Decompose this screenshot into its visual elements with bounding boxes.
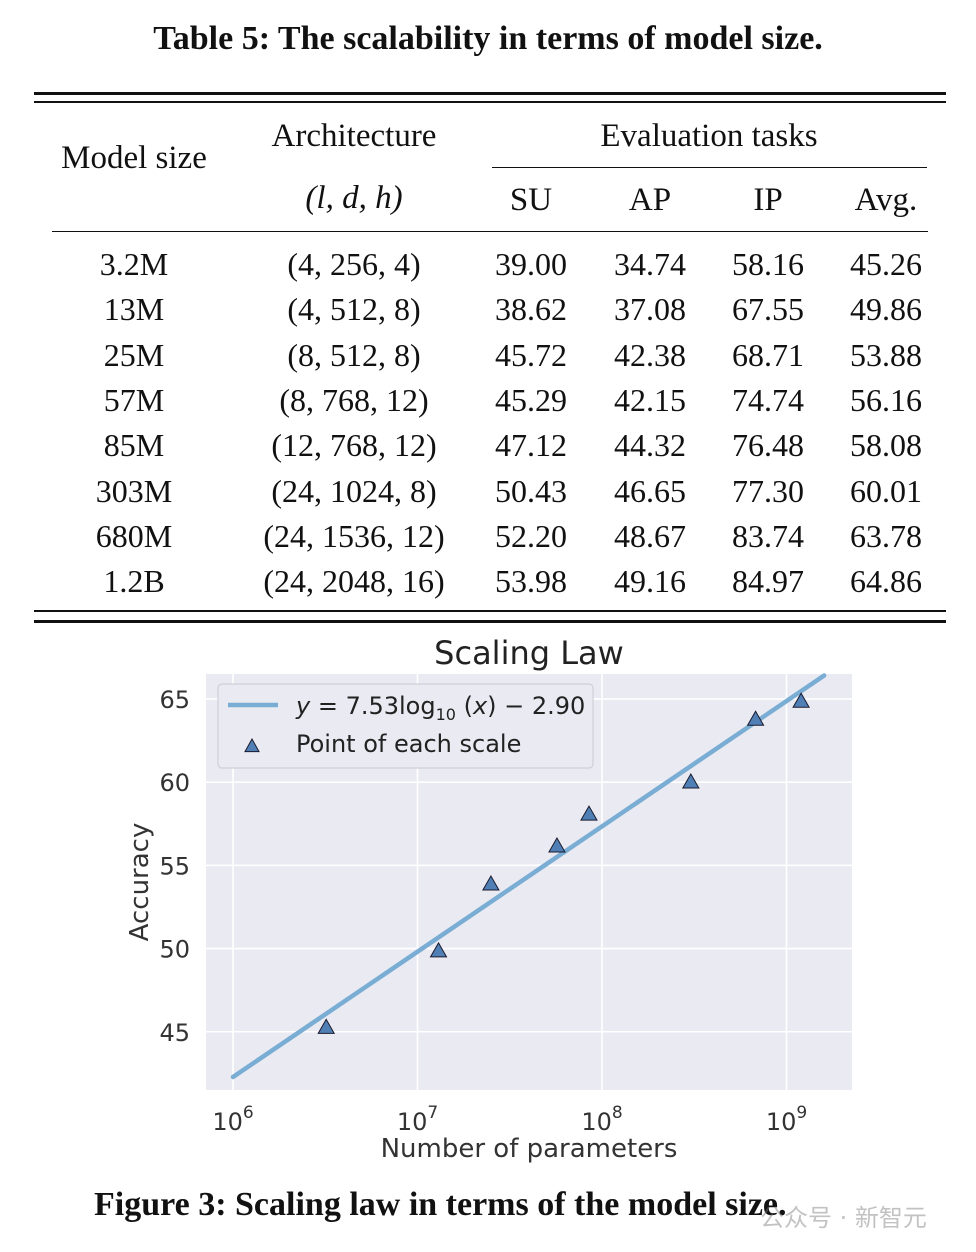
data-point	[548, 837, 566, 853]
watermark: 公众号 · 新智元	[760, 1204, 927, 1232]
header-bottom-rule	[52, 231, 928, 232]
header-su: SU	[509, 182, 553, 218]
cell-architecture: (8, 512, 8)	[287, 336, 421, 373]
cell-ip: 83.74	[732, 517, 804, 554]
y-axis-label: Accuracy	[125, 823, 155, 942]
legend-box	[217, 683, 594, 769]
data-point	[429, 941, 448, 958]
cell-ap: 49.16	[614, 563, 686, 600]
y-tick-label: 60	[159, 769, 190, 797]
data-point	[792, 692, 810, 708]
cell-avg: 56.16	[850, 381, 922, 418]
cell-architecture: (4, 256, 4)	[287, 246, 421, 282]
legend-point-swatch	[244, 737, 260, 753]
x-tick-label: 107	[397, 1103, 438, 1136]
cell-ip: 68.71	[732, 336, 804, 373]
table-caption: Table 5: The scalability in terms of mod…	[153, 20, 823, 57]
table-bottom-rule	[34, 610, 946, 612]
header-avg: Avg.	[854, 182, 918, 218]
cell-ip: 67.55	[732, 291, 804, 328]
cell-architecture: (24, 2048, 16)	[263, 563, 445, 600]
cell-ip: 74.74	[732, 381, 804, 418]
x-tick-label: 106	[212, 1103, 253, 1136]
cell-architecture: (12, 768, 12)	[271, 427, 437, 464]
header-ip: IP	[753, 182, 783, 218]
y-tick-label: 50	[159, 936, 190, 964]
data-point	[317, 1018, 336, 1034]
header-evaluation-tasks: Evaluation tasks	[600, 118, 818, 154]
cell-ap: 44.32	[614, 427, 686, 464]
cell-architecture: (8, 768, 12)	[279, 381, 429, 418]
cell-model-size: 3.2M	[99, 246, 169, 282]
cell-ap: 42.15	[614, 381, 686, 418]
x-axis-label: Number of parameters	[381, 1134, 678, 1164]
cell-ip: 76.48	[732, 427, 804, 464]
table-bottom-rule-2	[34, 620, 946, 623]
header-eval-underline	[492, 167, 927, 168]
cell-model-size: 13M	[103, 291, 165, 328]
cell-avg: 58.08	[850, 427, 922, 464]
cell-model-size: 303M	[95, 472, 173, 509]
figure-caption: Figure 3: Scaling law in terms of the mo…	[94, 1186, 787, 1223]
cell-model-size: 680M	[95, 517, 173, 554]
cell-avg: 53.88	[850, 336, 922, 373]
header-architecture: Architecture	[271, 118, 437, 154]
cell-su: 39.00	[495, 246, 567, 282]
cell-avg: 45.26	[850, 246, 922, 282]
cell-avg: 64.86	[850, 563, 922, 600]
cell-architecture: (4, 512, 8)	[287, 291, 421, 328]
legend-point-label: Point of each scale	[296, 730, 521, 758]
legend-line-label: y = 7.53log10 (x) − 2.90	[295, 692, 585, 724]
table-top-rule-2	[34, 101, 946, 103]
data-point	[482, 874, 500, 891]
x-tick-label: 109	[766, 1103, 807, 1136]
cell-model-size: 85M	[103, 427, 165, 464]
chart-title: Scaling Law	[434, 634, 624, 672]
header-architecture-sub: (l, d, h)	[305, 180, 403, 216]
header-ap: AP	[628, 182, 672, 218]
cell-su: 45.29	[495, 381, 567, 418]
data-point	[681, 772, 700, 789]
cell-ap: 37.08	[614, 291, 686, 328]
cell-su: 50.43	[495, 472, 567, 509]
table-top-rule	[34, 92, 946, 95]
data-point	[746, 710, 765, 726]
cell-ap: 42.38	[614, 336, 686, 373]
cell-avg: 49.86	[850, 291, 922, 328]
header-model-size: Model size	[61, 140, 207, 176]
y-tick-label: 65	[159, 686, 190, 714]
cell-model-size: 57M	[103, 381, 165, 418]
cell-ip: 77.30	[732, 472, 804, 509]
cell-model-size: 25M	[103, 336, 165, 373]
cell-su: 53.98	[495, 563, 567, 600]
cell-model-size: 1.2B	[103, 563, 165, 600]
cell-ap: 46.65	[614, 472, 686, 509]
cell-ip: 84.97	[732, 563, 804, 600]
y-tick-label: 45	[159, 1019, 190, 1047]
x-tick-label: 108	[581, 1103, 622, 1136]
y-tick-label: 55	[159, 852, 190, 880]
cell-architecture: (24, 1024, 8)	[271, 472, 437, 509]
fit-line	[230, 673, 827, 1080]
cell-architecture: (24, 1536, 12)	[263, 517, 445, 554]
cell-su: 47.12	[495, 427, 567, 464]
cell-ap: 48.67	[614, 517, 686, 554]
cell-su: 52.20	[495, 517, 567, 554]
cell-ip: 58.16	[732, 246, 804, 282]
cell-su: 45.72	[495, 336, 567, 373]
cell-su: 38.62	[495, 291, 567, 328]
data-point	[580, 805, 598, 821]
cell-ap: 34.74	[614, 246, 686, 282]
scaling-law-chart: Scaling Law 45 50 55 60 65 106 107 108 109 Number …	[125, 634, 852, 1164]
cell-avg: 60.01	[850, 472, 922, 509]
cell-avg: 63.78	[850, 517, 922, 554]
